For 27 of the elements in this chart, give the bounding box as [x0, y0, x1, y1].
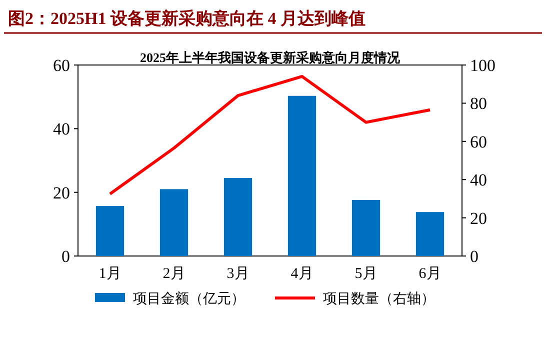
legend-label: 项目金额（亿元） — [133, 291, 245, 307]
y2-tick-label: 80 — [470, 94, 487, 114]
chart-title: 图2：2025H1 设备更新采购意向在 4 月达到峰值 — [8, 9, 366, 28]
y-tick-label: 40 — [53, 120, 70, 139]
x-tick-label: 5月 — [354, 266, 378, 282]
bar — [416, 212, 444, 256]
y2-tick-label: 60 — [470, 132, 487, 152]
y-tick-label: 60 — [53, 56, 70, 75]
x-tick-label: 3月 — [226, 266, 250, 282]
x-tick-label: 2月 — [162, 266, 186, 282]
y-tick-label: 0 — [62, 247, 70, 266]
y2-tick-label: 0 — [470, 247, 478, 266]
legend-label: 项目数量（右轴） — [323, 291, 435, 307]
x-tick-label: 6月 — [418, 266, 442, 282]
y2-tick-label: 100 — [470, 56, 496, 75]
x-tick-label: 4月 — [290, 266, 314, 282]
bar — [160, 189, 188, 256]
bar — [224, 178, 252, 256]
y2-tick-label: 40 — [470, 170, 487, 190]
bar — [352, 200, 380, 256]
x-tick-label: 1月 — [98, 266, 122, 282]
bar — [96, 206, 124, 256]
y2-tick-label: 20 — [470, 208, 487, 228]
chart-subtitle: 2025年上半年我国设备更新采购意向月度情况 — [140, 50, 401, 65]
line-series — [108, 74, 432, 196]
y-tick-label: 20 — [53, 183, 70, 202]
bar — [288, 96, 316, 256]
